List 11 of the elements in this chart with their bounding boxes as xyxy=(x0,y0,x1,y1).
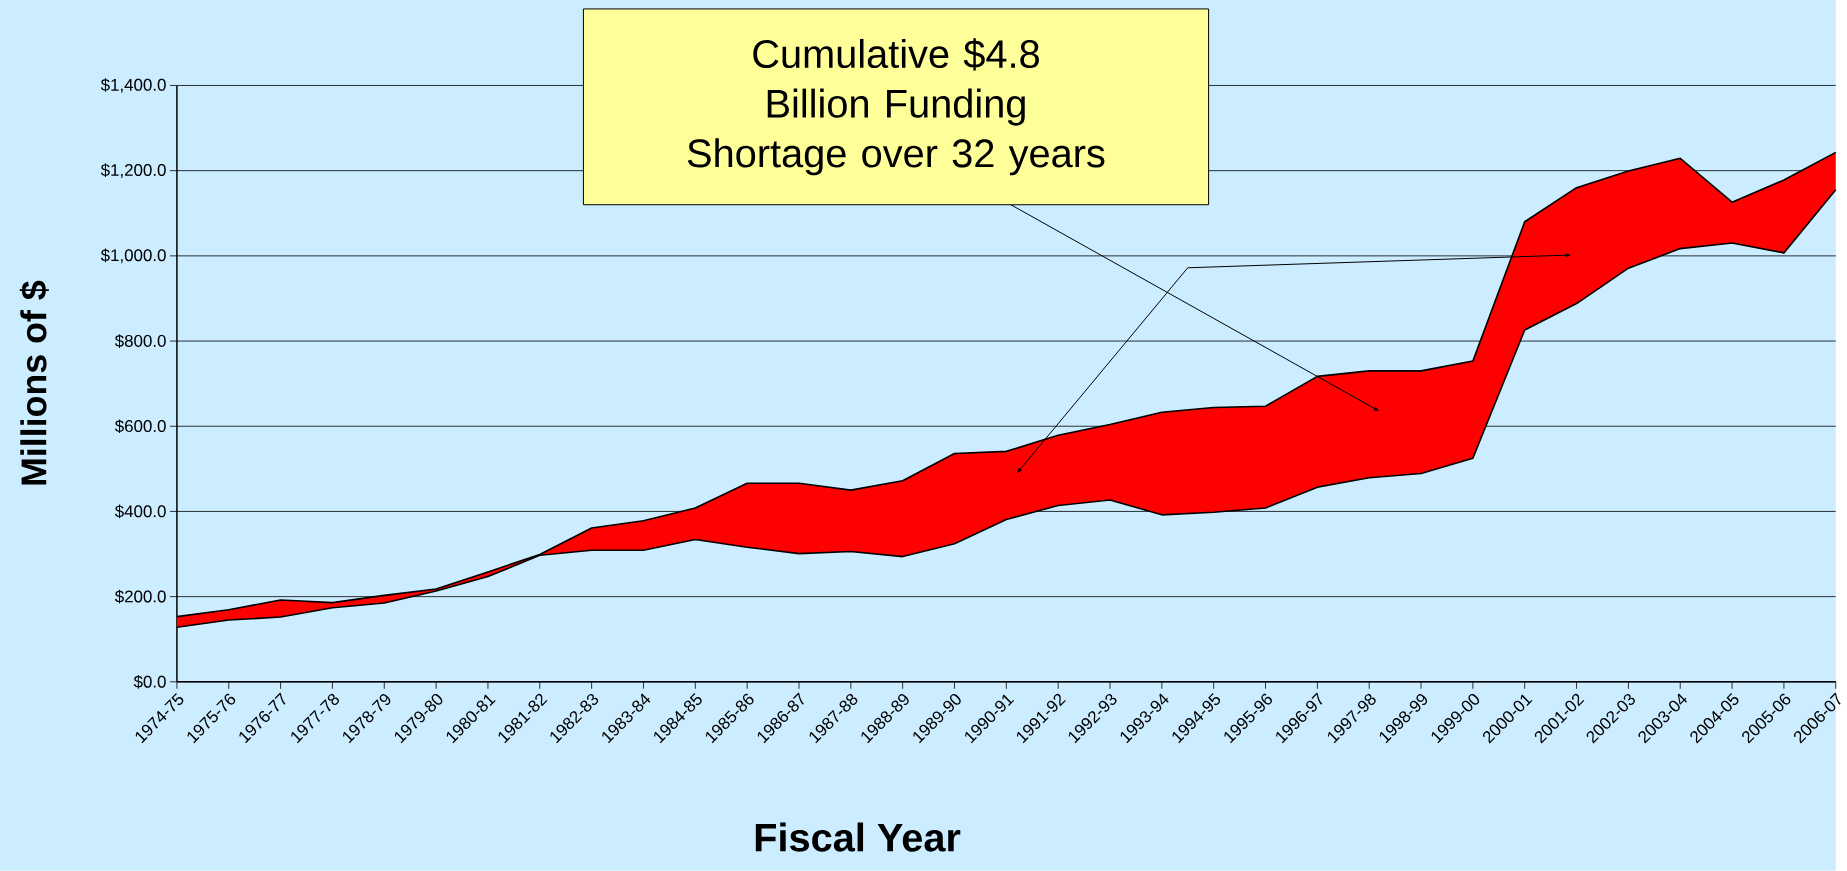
y-tick-label: $200.0 xyxy=(114,589,166,604)
annotation: Cumulative $4.8 Billion Funding Shortage over 32 years xyxy=(687,38,1105,176)
y-tick-label: $400.0 xyxy=(114,504,166,519)
y-tick-label: $0.0 xyxy=(133,675,166,689)
y-tick-label: $800.0 xyxy=(114,334,166,349)
y-tick-label: $1,200.0 xyxy=(100,163,166,179)
y-axis-title: Millions of $ xyxy=(19,280,49,485)
x-axis-title: Fiscal Year xyxy=(755,822,961,852)
y-tick-label: $1,400.0 xyxy=(100,78,166,93)
y-tick-label: $1,000.0 xyxy=(100,248,166,264)
y-tick-label: $600.0 xyxy=(114,419,166,434)
